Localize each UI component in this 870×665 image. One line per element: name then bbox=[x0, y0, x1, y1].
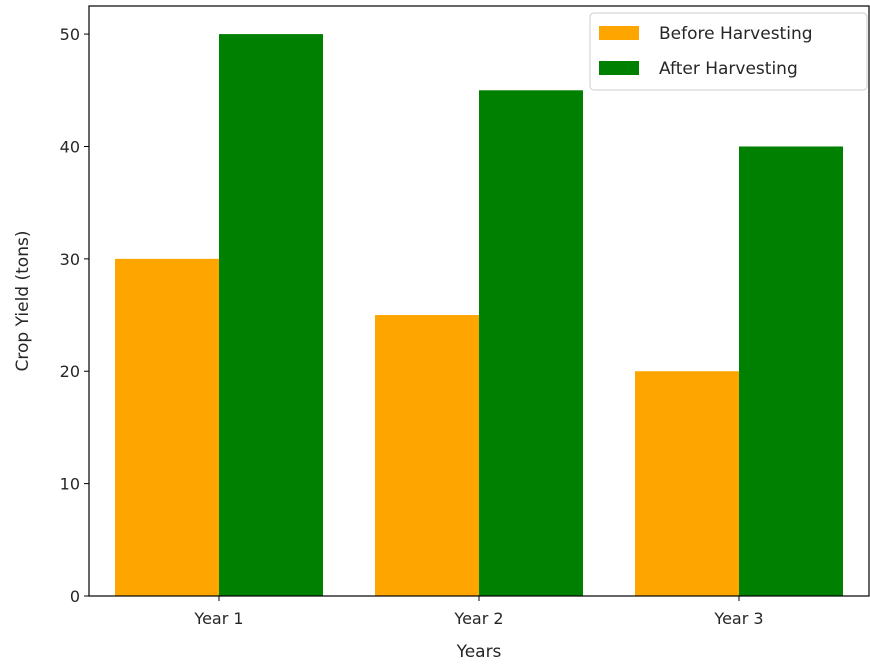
legend-swatch bbox=[599, 61, 639, 75]
bar bbox=[219, 34, 323, 597]
bar bbox=[375, 315, 479, 596]
x-axis-label: Years bbox=[456, 642, 502, 661]
legend-box bbox=[589, 12, 868, 91]
bar bbox=[479, 90, 583, 596]
legend-label: Before Harvesting bbox=[659, 24, 813, 44]
y-tick-label: 20 bbox=[60, 362, 80, 381]
legend-label: After Harvesting bbox=[659, 59, 798, 79]
y-tick-label: 50 bbox=[60, 25, 80, 44]
x-tick-label: Year 1 bbox=[193, 609, 243, 628]
legend: Before Harvesting After Harvesting bbox=[589, 12, 868, 91]
y-axis-label: Crop Yield (tons) bbox=[13, 231, 33, 372]
bar bbox=[739, 146, 843, 597]
y-tick-label: 10 bbox=[60, 475, 80, 494]
y-tick-label: 0 bbox=[70, 587, 80, 606]
x-tick-label: Year 3 bbox=[713, 609, 763, 628]
bar bbox=[635, 371, 739, 596]
axes: 0 10 20 30 40 50 Year 1 Year 2 Year 3 bbox=[60, 5, 870, 628]
y-tick-label: 30 bbox=[60, 250, 80, 269]
bar bbox=[115, 258, 219, 596]
legend-swatch bbox=[599, 26, 639, 40]
x-tick-label: Year 2 bbox=[453, 609, 503, 628]
y-tick-label: 40 bbox=[60, 137, 80, 156]
plot-area bbox=[115, 34, 843, 597]
